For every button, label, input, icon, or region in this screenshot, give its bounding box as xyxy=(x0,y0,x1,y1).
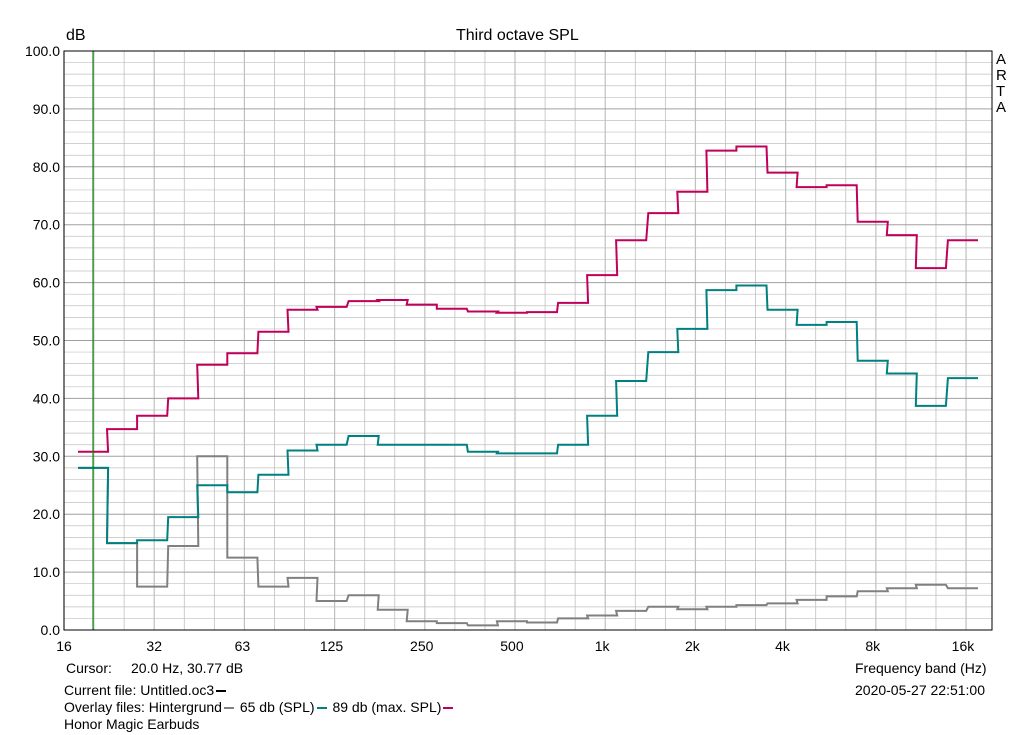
x-tick-label: 16 xyxy=(56,638,72,654)
x-tick-label: 63 xyxy=(235,638,251,654)
current-file-row: Current file: Untitled.oc3 xyxy=(64,682,228,698)
y-tick-label: 10.0 xyxy=(33,564,60,580)
overlay-2-label: 89 db (max. SPL) xyxy=(332,699,442,715)
overlay-swatch-teal xyxy=(316,707,327,710)
overlay-label: Overlay files: Hintergrund xyxy=(64,699,222,715)
y-tick-label: 70.0 xyxy=(33,217,60,233)
cursor-value: 20.0 Hz, 30.77 dB xyxy=(131,660,244,676)
plot-frame xyxy=(63,50,993,631)
y-tick-label: 100.0 xyxy=(25,43,60,59)
x-tick-label: 4k xyxy=(775,638,791,654)
x-tick-label: 16k xyxy=(952,638,976,654)
overlay-swatch-grey xyxy=(223,707,234,710)
y-tick-label: 60.0 xyxy=(33,275,60,291)
x-tick-label: 250 xyxy=(410,638,434,654)
arta-letter-a2: A xyxy=(996,99,1007,116)
y-tick-label: 20.0 xyxy=(33,506,60,522)
y-tick-label: 90.0 xyxy=(33,101,60,117)
chart-title: Third octave SPL xyxy=(456,27,579,44)
x-tick-label: 32 xyxy=(146,638,162,654)
x-axis-label: Frequency band (Hz) xyxy=(855,660,987,676)
current-file-text: Current file: Untitled.oc3 xyxy=(64,682,215,698)
overlay-files-row: Overlay files: Hintergrund 65 db (SPL) 8… xyxy=(64,699,455,715)
series-line-0 xyxy=(78,455,978,627)
y-tick-label: 30.0 xyxy=(33,448,60,464)
y-axis-label: dB xyxy=(66,27,86,44)
x-tick-label: 2k xyxy=(685,638,701,654)
current-file-swatch xyxy=(216,690,227,693)
device-name: Honor Magic Earbuds xyxy=(64,716,200,732)
x-tick-label: 1k xyxy=(595,638,611,654)
cursor-label: Cursor: xyxy=(66,660,112,676)
arta-letter-t: T xyxy=(996,83,1006,100)
y-tick-label: 50.0 xyxy=(33,333,60,349)
arta-letter-a: A xyxy=(996,51,1007,68)
x-tick-label: 500 xyxy=(500,638,524,654)
x-tick-label: 125 xyxy=(320,638,344,654)
series-line-2 xyxy=(78,145,978,453)
overlay-1-label: 65 db (SPL) xyxy=(239,699,315,715)
series-line-1 xyxy=(78,284,978,545)
arta-letter-r: R xyxy=(996,67,1007,84)
overlay-swatch-magenta xyxy=(443,707,454,710)
x-tick-label: 8k xyxy=(865,638,881,654)
y-tick-label: 80.0 xyxy=(33,159,60,175)
y-tick-label: 40.0 xyxy=(33,390,60,406)
y-tick-label: 0.0 xyxy=(41,622,61,638)
timestamp: 2020-05-27 22:51:00 xyxy=(855,682,985,698)
